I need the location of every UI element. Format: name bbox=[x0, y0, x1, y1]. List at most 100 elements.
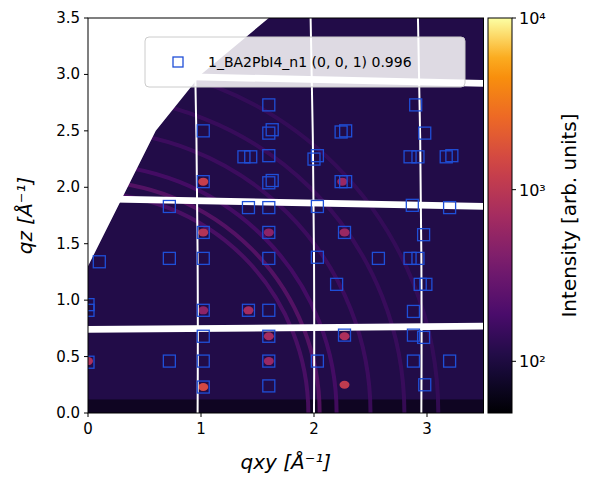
marker bbox=[311, 251, 323, 263]
gap bbox=[88, 195, 484, 210]
colorbar-tick-label: 10³ bbox=[519, 181, 546, 200]
y-tick bbox=[84, 130, 88, 131]
marker bbox=[412, 252, 424, 264]
y-tick-label: 3.0 bbox=[56, 65, 80, 83]
y-tick-label: 3.5 bbox=[56, 9, 80, 27]
marker bbox=[410, 99, 422, 111]
spot bbox=[243, 306, 253, 314]
marker bbox=[263, 304, 275, 316]
marker bbox=[339, 226, 351, 238]
marker bbox=[339, 329, 351, 341]
marker bbox=[420, 278, 432, 290]
colorbar-frame bbox=[488, 18, 512, 413]
x-tick bbox=[314, 413, 315, 417]
marker bbox=[331, 278, 343, 290]
marker bbox=[163, 200, 175, 212]
marker bbox=[163, 355, 175, 367]
spot bbox=[198, 178, 208, 186]
y-tick bbox=[84, 18, 88, 19]
x-tick-label: 0 bbox=[83, 420, 93, 438]
marker bbox=[88, 299, 94, 311]
marker bbox=[407, 355, 419, 367]
marker bbox=[263, 330, 275, 342]
marker bbox=[238, 151, 250, 163]
colorbar-tick bbox=[512, 189, 516, 190]
marker bbox=[311, 355, 323, 367]
marker bbox=[245, 151, 257, 163]
marker bbox=[263, 99, 275, 111]
spot bbox=[340, 381, 350, 389]
marker bbox=[197, 176, 209, 188]
marker bbox=[266, 175, 278, 187]
spot bbox=[198, 306, 208, 314]
colorbar-title: Intensity [arb. units] bbox=[557, 113, 581, 317]
y-tick bbox=[84, 300, 88, 301]
y-tick bbox=[84, 243, 88, 244]
x-tick bbox=[201, 413, 202, 417]
y-tick-label: 1.5 bbox=[56, 235, 80, 253]
y-tick bbox=[84, 74, 88, 75]
spot bbox=[264, 357, 274, 365]
marker bbox=[197, 330, 209, 342]
colorbar-tick bbox=[512, 361, 516, 362]
spot bbox=[88, 357, 93, 365]
marker bbox=[263, 226, 275, 238]
legend-label: 1_BA2PbI4_n1 (0, 0, 1) 0.996 bbox=[208, 54, 412, 70]
spot bbox=[198, 383, 208, 391]
marker bbox=[263, 150, 275, 162]
colorbar-tick-label: 10⁴ bbox=[519, 9, 546, 28]
marker bbox=[418, 229, 430, 241]
marker bbox=[340, 176, 352, 188]
chart: 01230.00.51.01.52.02.53.03.5qxy [Å⁻¹]qz … bbox=[0, 0, 592, 493]
colorbar bbox=[488, 18, 512, 413]
marker bbox=[197, 381, 209, 393]
colorbar-tick bbox=[512, 18, 516, 19]
marker bbox=[444, 202, 456, 214]
marker bbox=[266, 124, 278, 136]
marker bbox=[372, 252, 384, 264]
spot bbox=[264, 228, 274, 236]
marker bbox=[412, 151, 424, 163]
plot-area bbox=[88, 18, 484, 413]
y-tick bbox=[84, 356, 88, 357]
legend-box bbox=[145, 37, 465, 87]
frame bbox=[88, 18, 484, 413]
marker bbox=[242, 202, 254, 214]
y-tick bbox=[84, 187, 88, 188]
spot bbox=[337, 178, 347, 186]
marker bbox=[93, 256, 105, 268]
marker bbox=[197, 252, 209, 264]
legend: 1_BA2PbI4_n1 (0, 0, 1) 0.996 bbox=[145, 37, 465, 87]
marker bbox=[197, 226, 209, 238]
y-tick bbox=[84, 413, 88, 414]
marker bbox=[407, 305, 419, 317]
marker bbox=[263, 202, 275, 214]
marker bbox=[404, 151, 416, 163]
marker bbox=[444, 355, 456, 367]
marker bbox=[242, 304, 254, 316]
x-tick-label: 1 bbox=[196, 420, 206, 438]
marker bbox=[419, 379, 431, 391]
marker bbox=[163, 252, 175, 264]
background bbox=[88, 18, 484, 413]
marker bbox=[404, 252, 416, 264]
x-tick-label: 2 bbox=[309, 420, 319, 438]
marker bbox=[419, 127, 431, 139]
spot bbox=[340, 332, 350, 340]
marker bbox=[340, 125, 352, 137]
colorbar-tick-label: 10² bbox=[519, 352, 546, 371]
x-tick bbox=[427, 413, 428, 417]
marker bbox=[263, 252, 275, 264]
spot bbox=[340, 228, 350, 236]
ring bbox=[88, 181, 320, 413]
y-axis-title: qz [Å⁻¹] bbox=[13, 177, 37, 254]
spot bbox=[198, 228, 208, 236]
x-axis-title: qxy [Å⁻¹] bbox=[240, 450, 331, 474]
marker bbox=[197, 304, 209, 316]
x-tick bbox=[88, 413, 89, 417]
marker bbox=[197, 355, 209, 367]
marker bbox=[308, 153, 320, 165]
marker bbox=[335, 126, 347, 138]
marker bbox=[88, 356, 94, 368]
marker bbox=[263, 355, 275, 367]
